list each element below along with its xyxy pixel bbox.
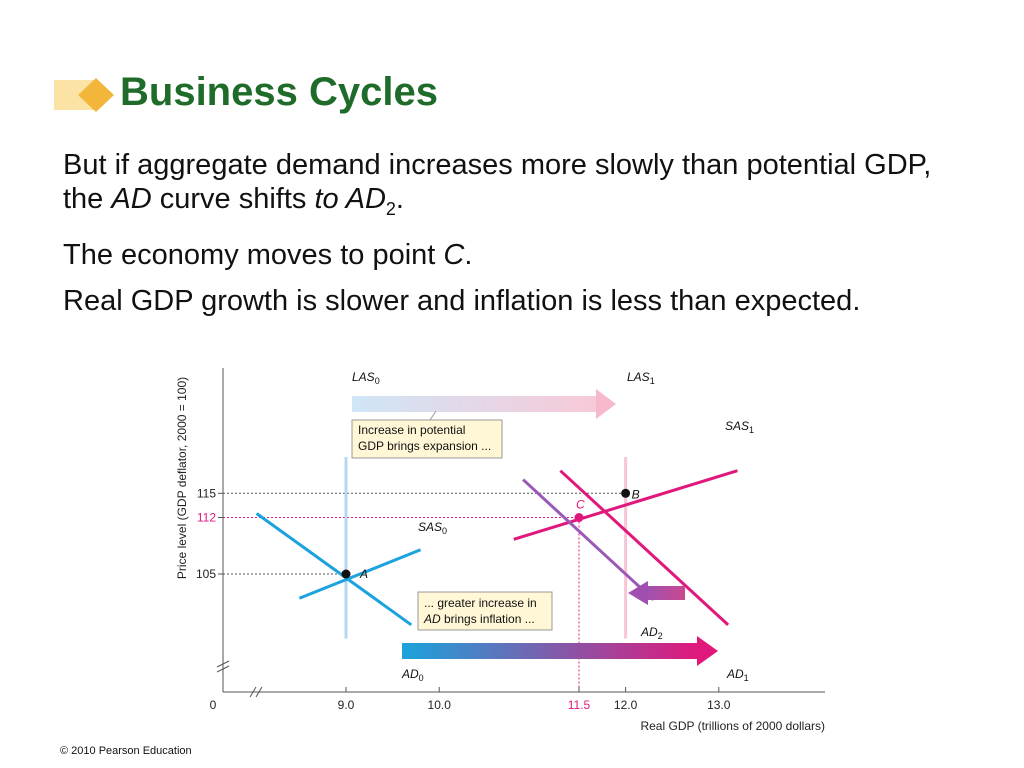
y-tick-label: 115 [197,486,216,500]
annotation-bottom-line-1: ... greater increase in [424,596,537,610]
copyright-footer: © 2010 Pearson Education [60,745,192,757]
annotation-top-line-2: GDP brings expansion ... [358,439,491,453]
bullet-1-sub: 2 [385,198,396,219]
x-axis-title: Real GDP (trillions of 2000 dollars) [640,719,825,733]
bullet-2-end: . [464,238,473,271]
bullet-1-text: But if aggregate demand increases more s… [63,149,932,215]
point-label-B: B [632,487,640,501]
bullet-2-em: C [443,238,465,271]
x-tick-label: 12.0 [614,698,638,712]
y-tick-label: 105 [196,567,216,581]
annotation-box-top: Increase in potential GDP brings expansi… [351,419,503,459]
x-tick-label: 0 [210,698,217,712]
annotation-top-line-1: Increase in potential [358,423,465,437]
label-las-1: LAS1 [627,370,655,386]
ad-shift-arrow [402,636,718,666]
bullet-1-em-to-ad: to AD [314,183,386,215]
x-tick-label: 10.0 [428,698,452,712]
label-sas-0: SAS0 [418,520,447,536]
x-tick-label: 9.0 [338,698,355,712]
point-B [621,488,631,498]
x-axis-break [249,686,257,698]
bullet-1-mid: curve shifts [151,183,315,215]
annotation-pointer-top [429,410,437,421]
curves: LAS0 LAS1 SAS0 SAS1 AD0 AD1 AD2 [255,370,754,683]
slide-body: But if aggregate demand increases more s… [63,148,963,330]
curve-sas-0 [298,548,422,600]
ad2-shortfall-arrow [628,581,685,605]
label-ad-0: AD0 [401,667,424,683]
annotation-box-bottom: ... greater increase in AD brings inflat… [417,591,553,631]
label-ad-1: AD1 [726,667,749,683]
curve-ad-2 [522,478,655,601]
bullet-1: But if aggregate demand increases more s… [63,148,963,226]
axes: 0 9.0 10.0 11.5 12.0 13.0 105 112 115 Real GDP (t… [175,368,825,733]
bullet-2: The economy moves to point C. [63,238,963,272]
point-label-A: A [359,567,368,581]
curve-ad-1 [559,469,730,626]
point-label-C: C [576,498,585,512]
equilibrium-points: A B C [341,487,640,581]
x-tick-label: 13.0 [707,698,731,712]
label-ad-2: AD2 [640,625,663,641]
x-tick-label: 11.5 [568,698,591,712]
las-shift-arrow [352,389,616,419]
bullet-3-text: Real GDP growth is slower and inflation … [63,284,861,317]
as-ad-chart: LAS0 LAS1 SAS0 SAS1 AD0 AD1 AD2 Increase in po… [175,368,825,733]
slide-title: Business Cycles [120,70,438,114]
curve-sas-1 [513,469,738,541]
label-las-0: LAS0 [352,370,380,386]
bullet-2-text: The economy moves to point [63,238,444,271]
y-axis-title: Price level (GDP deflator, 2000 = 100) [175,377,189,579]
point-A [341,569,351,579]
bullet-1-em-ad: AD [111,183,152,215]
curve-ad-0 [255,512,413,627]
y-axis-break [216,660,230,668]
bullet-1-end: . [395,183,404,215]
bullet-3: Real GDP growth is slower and inflation … [63,284,963,318]
x-axis-break-2 [255,686,263,698]
y-tick-label: 112 [197,511,216,525]
annotation-bottom-line-2: AD brings inflation ... [423,612,535,626]
guide-lines [223,492,626,692]
title-diamond-icon [54,78,114,112]
point-C [574,513,584,523]
label-sas-1: SAS1 [725,419,754,435]
y-axis-break-2 [216,665,230,673]
